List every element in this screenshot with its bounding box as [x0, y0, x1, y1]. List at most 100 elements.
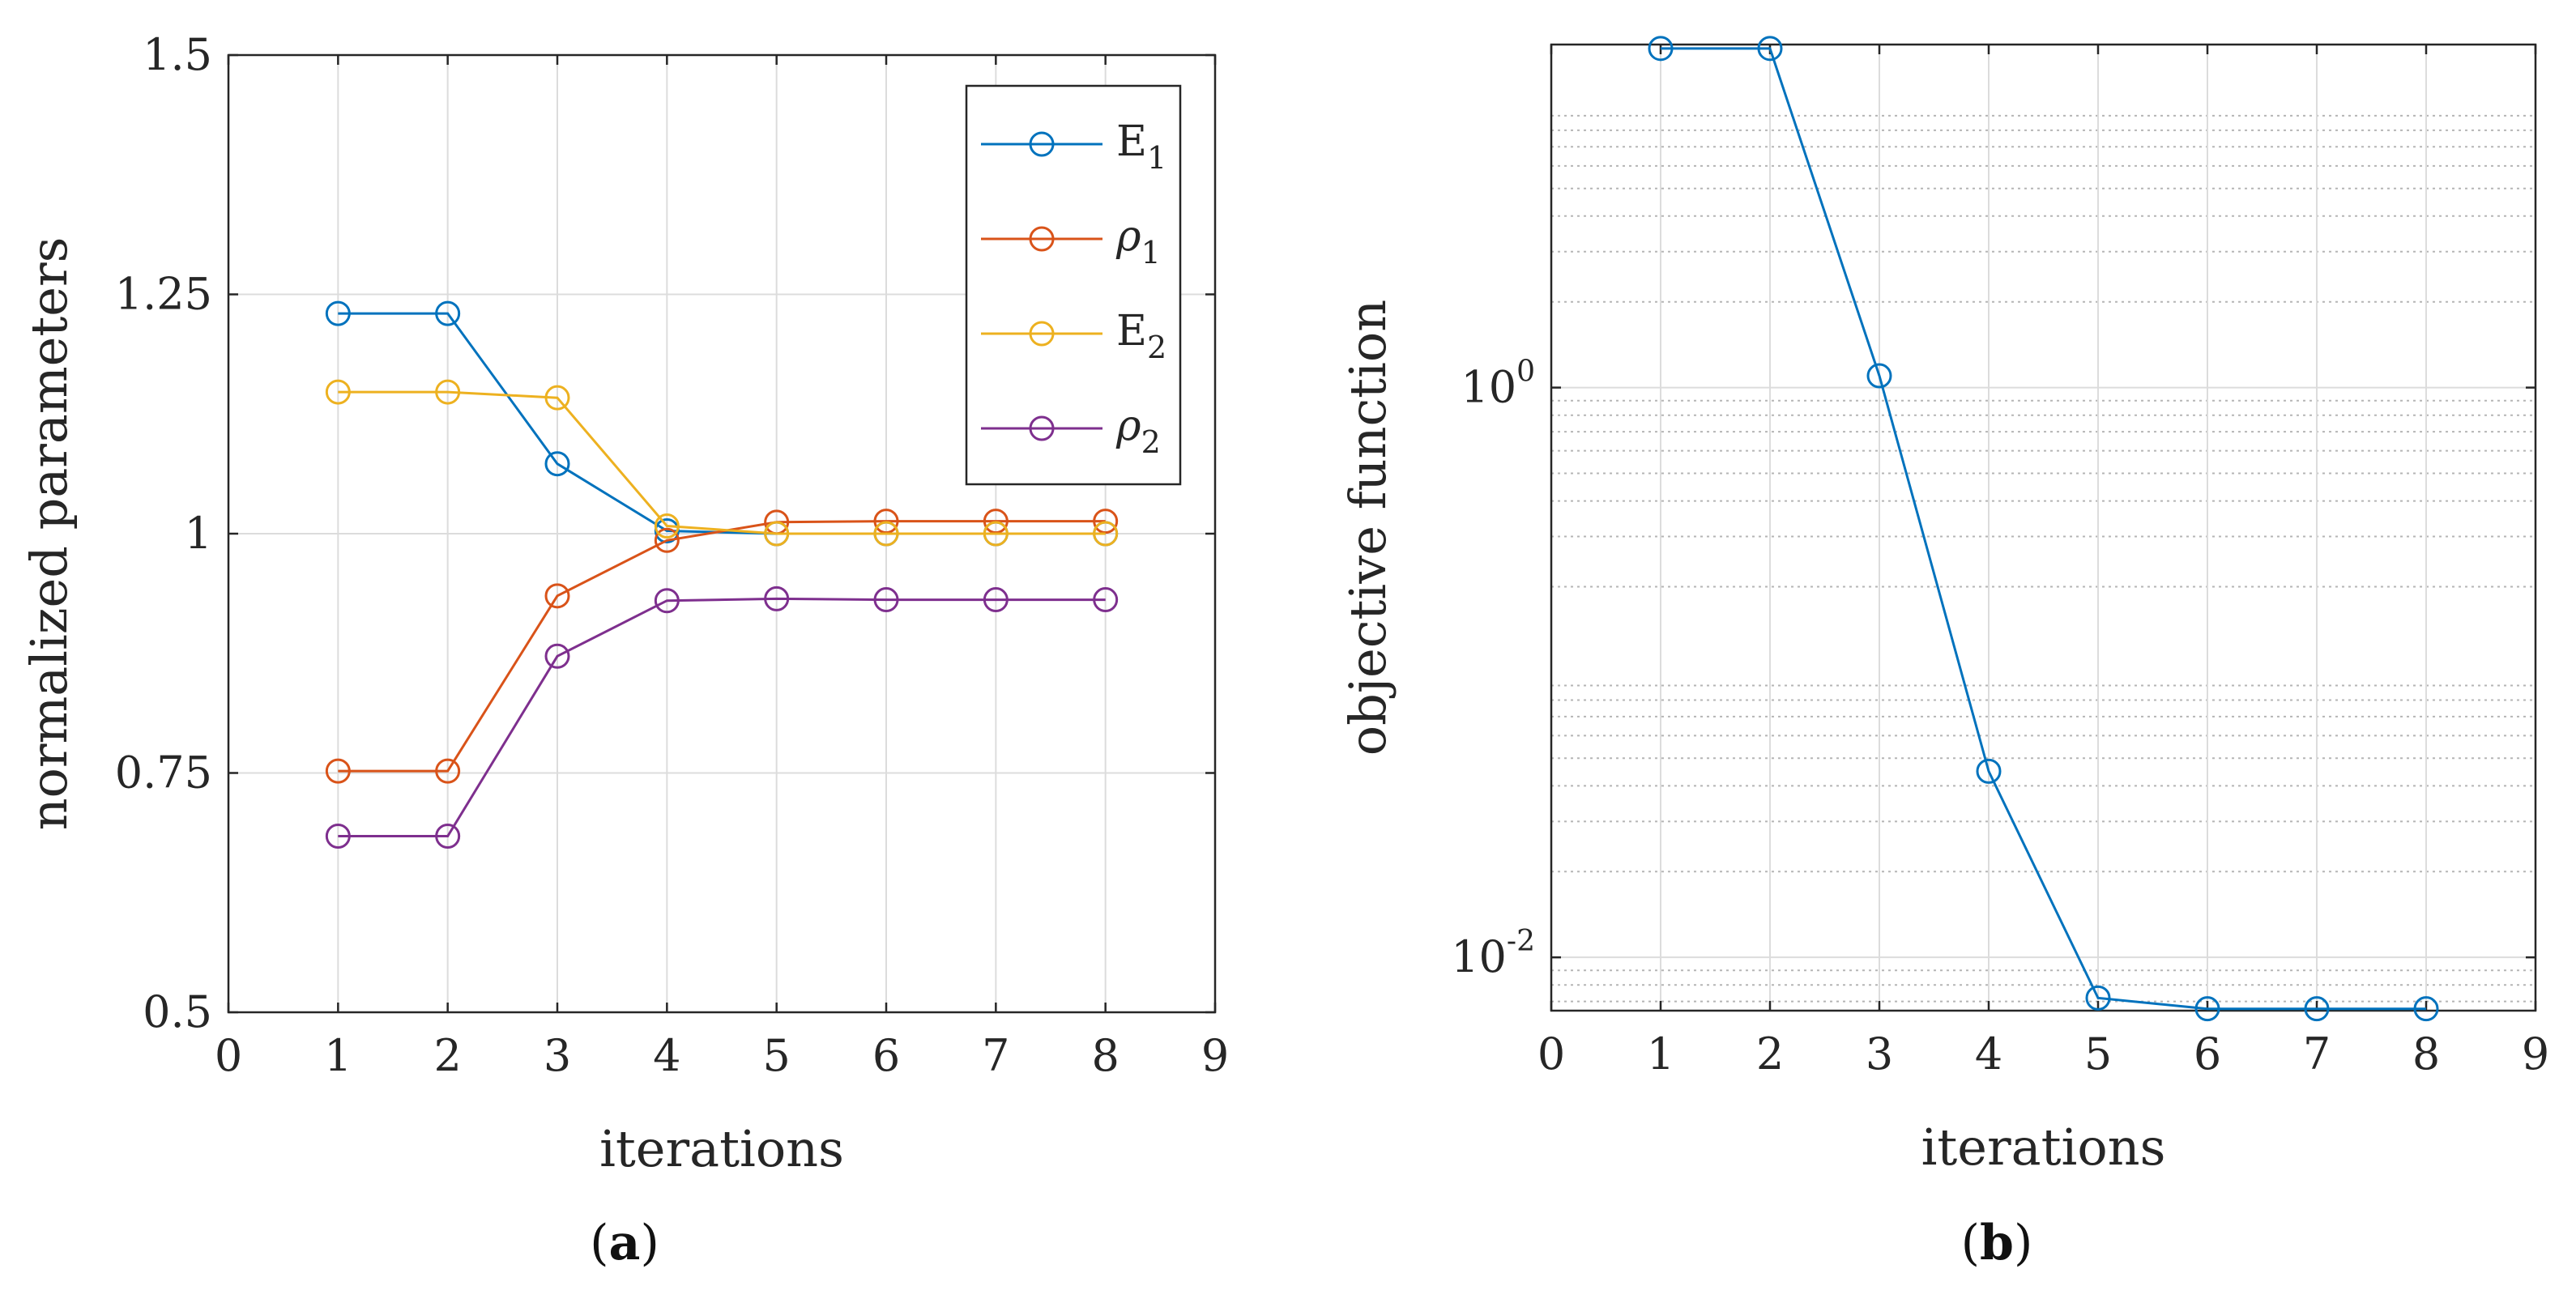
panel-a-legend-label: ρ1	[1115, 212, 1161, 270]
caption-b-label: b	[1980, 1215, 2014, 1271]
panel-a-x-tick-label: 6	[872, 1030, 900, 1081]
panel-a-legend-base: E	[1116, 307, 1147, 356]
panel-b-xlabel: iterations	[1921, 1118, 2166, 1177]
panel-a-legend-sub: 1	[1147, 140, 1166, 176]
panel-a-legend-sub: 1	[1141, 235, 1161, 270]
panel-a-legend-marker	[1029, 415, 1055, 441]
panel-b-y-tick-exponent: 0	[1516, 356, 1535, 389]
caption-b: (b)	[1960, 1215, 2033, 1271]
panel-a-data-point	[764, 521, 790, 547]
panel-b-data-point	[1976, 758, 2002, 784]
panel-b-data-point	[2085, 985, 2111, 1011]
panel-a-legend-base: ρ	[1115, 212, 1141, 261]
panel-a-series-2	[325, 379, 1119, 547]
panel-a-data-point	[435, 824, 461, 850]
panel-b-x-tick-label: 3	[1866, 1028, 1893, 1079]
panel-b-y-tick-base: 10	[1461, 362, 1516, 413]
panel-a-data-point	[1093, 587, 1119, 613]
panel-a-legend-item: ρ2	[981, 402, 1161, 460]
panel-b-y-tick-exponent: -2	[1507, 925, 1535, 958]
panel-a-data-point	[873, 521, 899, 547]
panel-a-x-tick-label: 9	[1201, 1030, 1229, 1081]
panel-b-x-tick-label: 7	[2303, 1028, 2331, 1079]
panel-a-legend-item: E2	[981, 307, 1166, 365]
panel-a-x-tick-label: 1	[324, 1030, 352, 1081]
panel-a-data-point	[325, 300, 351, 326]
panel-b-x-tick-label: 4	[1975, 1028, 2002, 1079]
panel-a-data-point	[544, 451, 570, 477]
panel-a-data-point	[435, 300, 461, 326]
panel-b-x-tick-label: 9	[2522, 1028, 2549, 1079]
panel-a-legend-item: E1	[981, 117, 1166, 176]
caption-a: (a)	[590, 1215, 659, 1271]
panel-a-legend-marker	[1029, 321, 1055, 347]
panel-b-y-tick-label: 10-2	[1451, 925, 1535, 982]
panel-a-series-line	[338, 597, 1106, 837]
panel-a-legend-label: E2	[1116, 307, 1166, 365]
panel-a-data-point	[325, 758, 351, 784]
panel-a-data-point	[983, 521, 1009, 547]
panel-b-data-point	[2194, 996, 2220, 1022]
panel-a-data-point	[983, 587, 1009, 613]
panel-b-data-point	[1866, 363, 1892, 389]
panel-a-x-tick-label: 3	[544, 1030, 571, 1081]
panel-a-series-3	[325, 585, 1119, 850]
panel-b-series-0	[1648, 36, 2439, 1022]
panel-a-legend-sub: 2	[1147, 330, 1166, 365]
panel-b-x-tick-label: 8	[2412, 1028, 2440, 1079]
panel-a-data-point	[325, 824, 351, 850]
panel-a-data-point	[764, 585, 790, 611]
panel-a-legend-marker	[1029, 131, 1055, 157]
panel-a-data-point	[654, 588, 680, 614]
caption-a-label: a	[608, 1215, 641, 1271]
panel-a-legend-base: E	[1116, 117, 1147, 166]
panel-b-data-point	[2304, 996, 2330, 1022]
panel-b-y-tick-label: 100	[1461, 356, 1535, 413]
panel-a-x-tick-label: 7	[982, 1030, 1009, 1081]
panel-a-legend-label: ρ2	[1115, 402, 1161, 460]
panel-a-data-point	[435, 758, 461, 784]
panel-a-legend-box	[965, 84, 1182, 486]
panel-a-legend-marker	[1029, 226, 1055, 252]
panel-a-data-point	[873, 587, 899, 613]
panel-a-ylabel: normalized parameters	[19, 237, 79, 831]
panel-b-y-tick-base: 10	[1451, 931, 1507, 982]
panel-a-x-tick-label: 4	[653, 1030, 680, 1081]
panel-a-data-point	[654, 527, 680, 553]
panel-a-data-point	[544, 643, 570, 669]
panel-a-data-point	[654, 513, 680, 539]
panel-b-series-line	[1661, 47, 2426, 1011]
panel-b-axes-box	[1550, 43, 2537, 1012]
panel-b-x-tick-label: 0	[1537, 1028, 1565, 1079]
panel-a-data-point	[1093, 521, 1119, 547]
panel-a-y-tick-label: 0.75	[115, 747, 212, 798]
panel-a-y-tick-label: 1	[185, 508, 212, 559]
panel-b-x-tick-label: 1	[1647, 1028, 1674, 1079]
panel-a: 0 1 2 3 4 5 6 7 8 9 0.5 0.75 1 1.25 1.5 iterations norma…	[19, 29, 1229, 1178]
panel-a-series-line	[338, 390, 1106, 535]
panel-b-data-point	[1648, 36, 1674, 62]
panel-a-series-1	[325, 509, 1119, 784]
panel-a-y-tick-label: 1.25	[115, 269, 212, 320]
panel-a-x-tick-label: 8	[1091, 1030, 1119, 1081]
panel-b-x-tick-label: 5	[2084, 1028, 2112, 1079]
panel-b-data-point	[1757, 36, 1783, 62]
panel-a-data-point	[544, 583, 570, 609]
panel-a-y-tick-label: 1.5	[143, 29, 212, 80]
panel-b-data-point	[2413, 996, 2439, 1022]
panel-a-legend-base: ρ	[1115, 402, 1141, 450]
panel-a-legend-label: E1	[1116, 117, 1166, 176]
panel-a-x-tick-label: 0	[215, 1030, 242, 1081]
panel-a-series-line	[338, 520, 1106, 773]
panel-a-legend-item: ρ1	[981, 212, 1161, 270]
panel-a-data-point	[435, 379, 461, 405]
panel-b-x-tick-label: 6	[2194, 1028, 2221, 1079]
panel-b-grid	[1551, 45, 2535, 1011]
panel-a-x-tick-label: 5	[762, 1030, 790, 1081]
panel-a-data-point	[544, 385, 570, 411]
panel-a-ticks: 0 1 2 3 4 5 6 7 8 9 0.5 0.75 1 1.25 1.5	[115, 29, 1229, 1081]
panel-a-x-tick-label: 2	[433, 1030, 461, 1081]
